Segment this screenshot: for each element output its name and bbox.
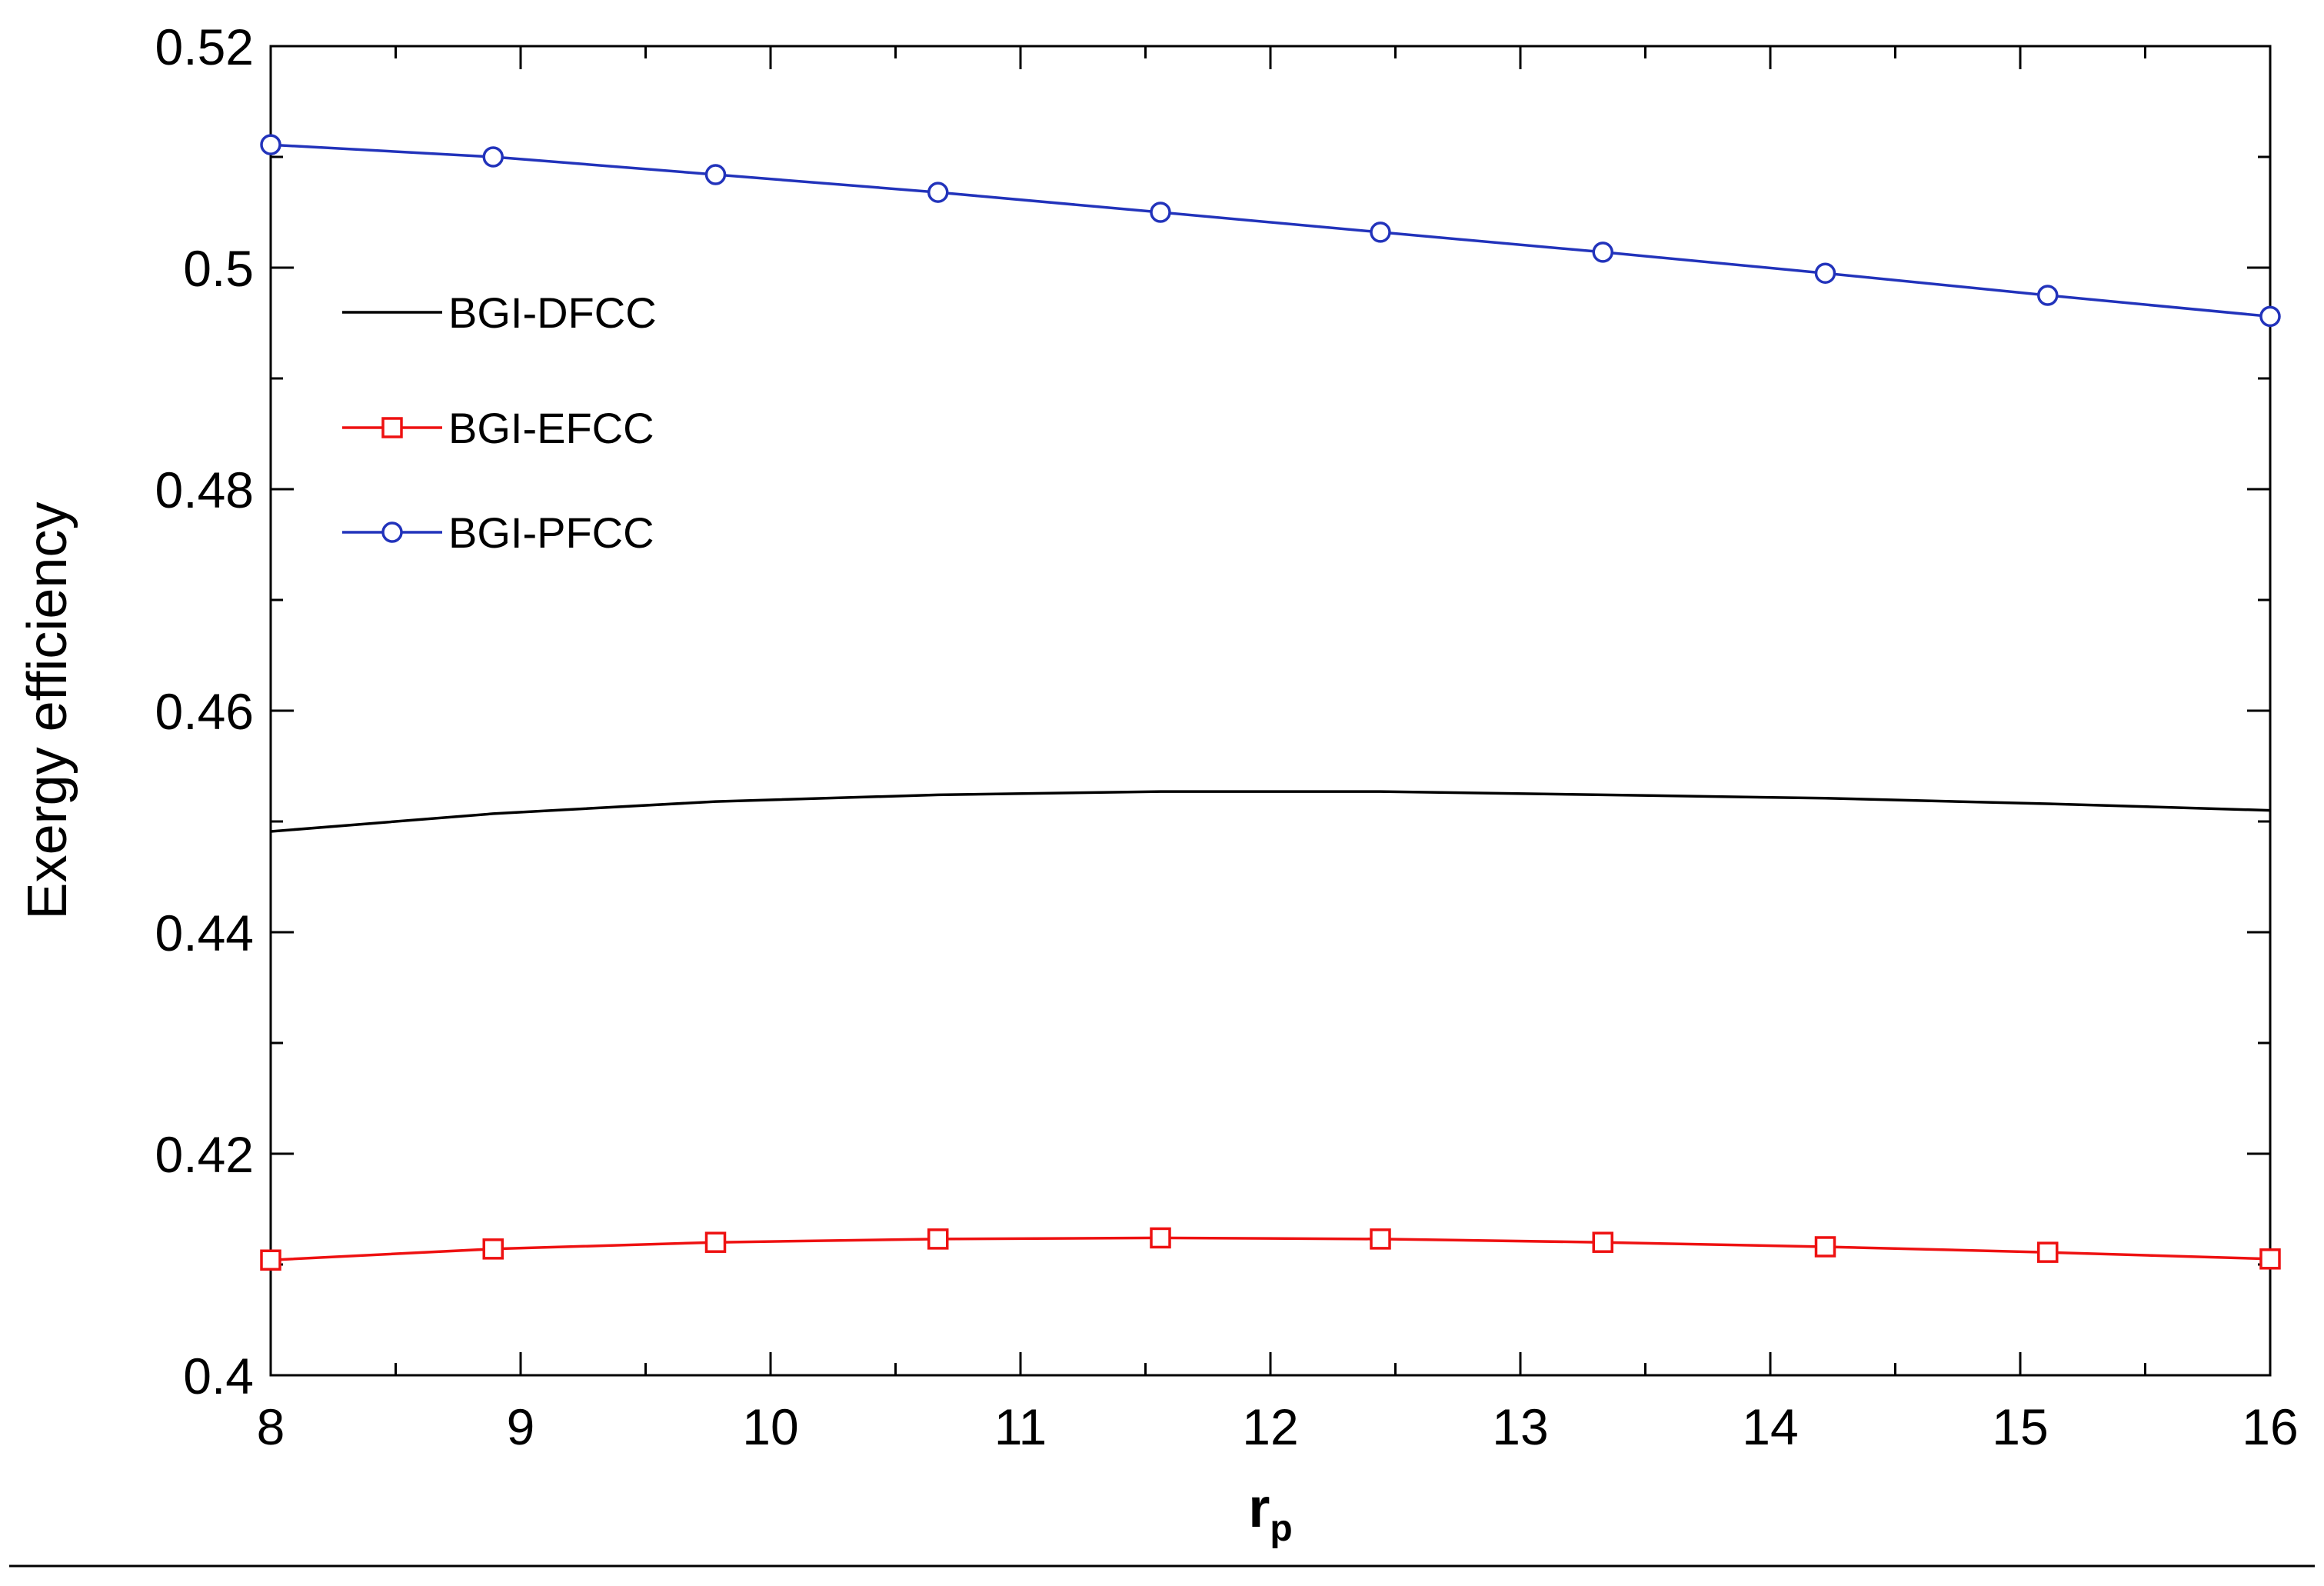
data-point [260, 1249, 281, 1271]
y-tick-label: 0.46 [155, 683, 254, 740]
data-point [1150, 1227, 1171, 1249]
series-line [270, 1236, 2271, 1261]
x-tick-label: 12 [1242, 1398, 1298, 1455]
legend-item: BGI-EFCC [342, 404, 654, 452]
data-point [2037, 1241, 2059, 1263]
plot-area [269, 45, 2272, 1377]
x-tick-label: 13 [1492, 1398, 1548, 1455]
data-point [1150, 202, 1171, 223]
series-bgi-efcc [260, 1227, 2281, 1271]
data-point [704, 1231, 727, 1253]
legend-item: BGI-PFCC [342, 508, 654, 557]
y-tick-label: 0.4 [183, 1348, 254, 1404]
y-tick-label: 0.52 [155, 18, 254, 75]
data-point [927, 1228, 949, 1250]
y-tick-label: 0.5 [183, 240, 254, 297]
x-tick-label: 10 [742, 1398, 798, 1455]
y-tick-label: 0.42 [155, 1126, 254, 1183]
data-point [2259, 1248, 2281, 1270]
data-point [1370, 222, 1391, 243]
legend-item: BGI-DFCC [342, 288, 657, 337]
x-axis-title: rp [1248, 1478, 1292, 1549]
x-tick-label: 16 [2242, 1398, 2298, 1455]
x-tick-label: 9 [507, 1398, 535, 1455]
series-line [270, 790, 2271, 833]
x-axis-title-main: r [1248, 1478, 1270, 1539]
data-point [704, 164, 727, 185]
legend: BGI-DFCC BGI-EFCC BGI-PFCC [342, 288, 657, 557]
x-tick-label: 15 [1992, 1398, 2048, 1455]
data-point [927, 182, 949, 203]
legend-marker [381, 521, 403, 543]
data-point [1814, 1236, 1836, 1258]
series-line [270, 143, 2271, 318]
legend-label: BGI-EFCC [448, 404, 654, 452]
y-tick-label: 0.44 [155, 905, 254, 961]
data-point [260, 134, 281, 155]
x-tick-label: 11 [994, 1398, 1047, 1455]
axis-ticks: 8 9 10 11 12 13 14 15 16 0.4 0.42 0.44 0.46 0.48 0.5 0.… [155, 18, 2299, 1455]
x-tick-label: 14 [1742, 1398, 1798, 1455]
data-point [2037, 285, 2059, 306]
legend-marker [381, 417, 403, 438]
x-axis-title-subscript: p [1270, 1508, 1292, 1549]
series-bgi-dfcc [270, 790, 2271, 833]
data-point [2259, 305, 2281, 328]
data-point [482, 1238, 504, 1260]
series-bgi-pfcc [260, 134, 2281, 328]
data-point [1370, 1228, 1391, 1250]
data-point [482, 146, 504, 168]
series-layer [260, 134, 2281, 1271]
y-axis-title: Exergy efficiency [17, 502, 78, 920]
y-tick-label: 0.48 [155, 461, 254, 518]
data-point [1592, 242, 1613, 263]
legend-label: BGI-DFCC [448, 288, 657, 337]
data-point [1592, 1231, 1613, 1253]
x-tick-label: 8 [257, 1398, 285, 1455]
legend-label: BGI-PFCC [448, 508, 654, 557]
data-point [1814, 262, 1836, 284]
